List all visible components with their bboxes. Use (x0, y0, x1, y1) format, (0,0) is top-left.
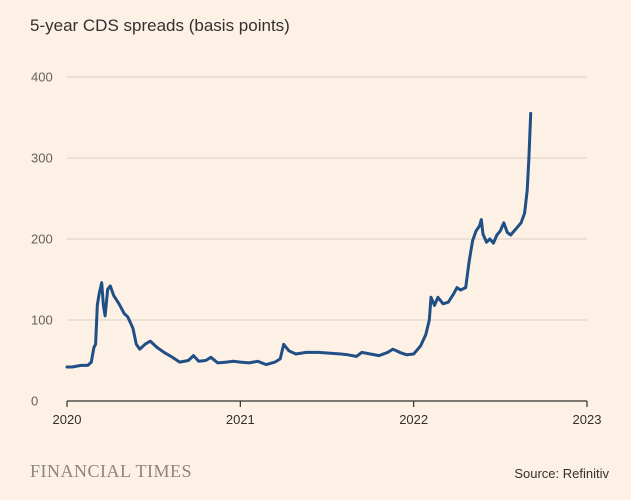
y-tick-label: 300 (31, 151, 53, 166)
x-tick-label: 2022 (399, 412, 428, 427)
y-tick-label: 400 (31, 70, 53, 85)
grid (67, 76, 587, 402)
series-group (65, 111, 533, 369)
chart-title: 5-year CDS spreads (basis points) (30, 16, 290, 35)
series-line-0 (65, 111, 533, 369)
y-tick-label: 100 (31, 313, 53, 328)
source-note: Source: Refinitiv (514, 466, 609, 481)
x-tick-label: 2020 (53, 412, 82, 427)
y-tick-label: 0 (31, 394, 38, 409)
y-axis-ticks: 0 100 200 300 400 (31, 70, 53, 409)
y-tick-label: 200 (31, 232, 53, 247)
brand-logo-text: FINANCIAL TIMES (30, 461, 193, 481)
x-tick-label: 2023 (573, 412, 602, 427)
x-axis-ticks: 2020 2021 2022 2023 (53, 401, 602, 427)
x-tick-label: 2021 (226, 412, 255, 427)
